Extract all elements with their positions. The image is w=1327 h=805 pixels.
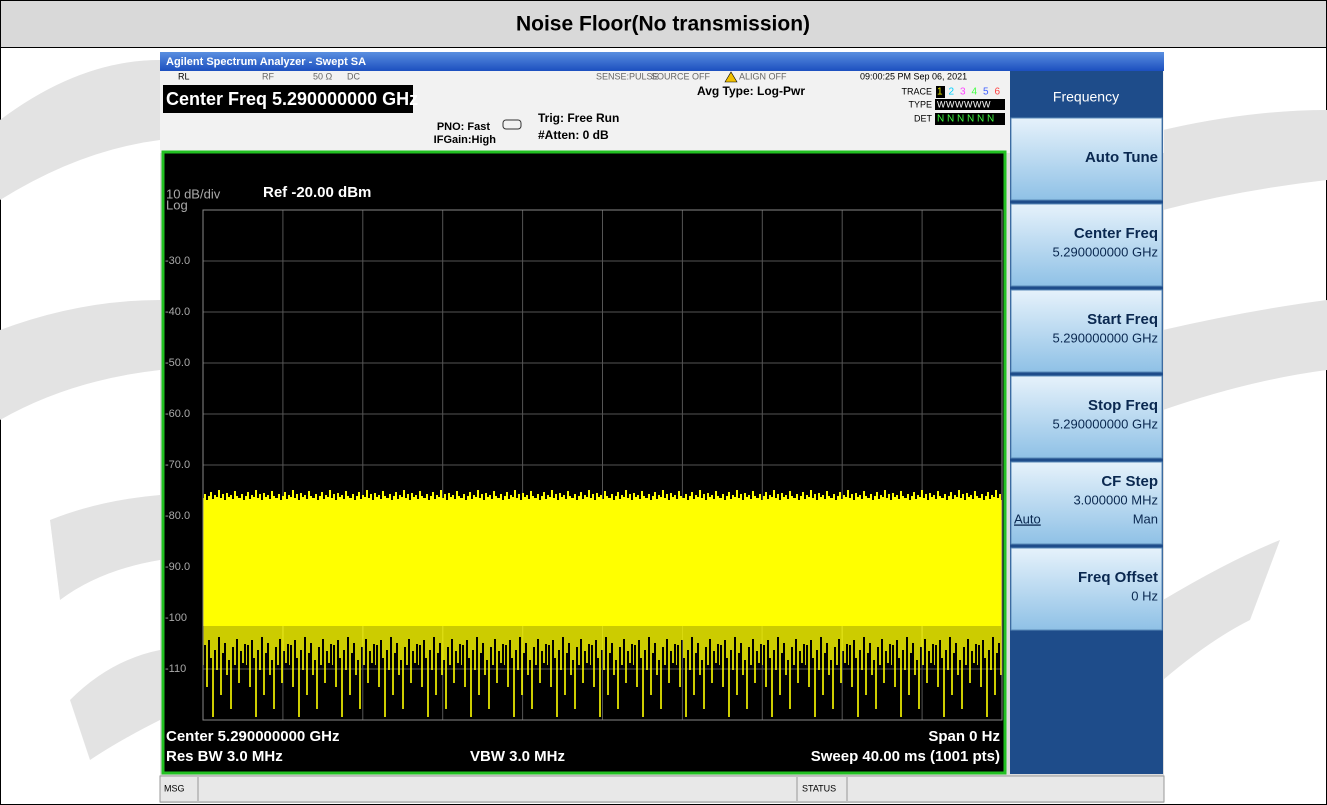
det-label: DET: [914, 113, 933, 123]
y-label: -40.0: [165, 306, 190, 318]
status: STATUS: [802, 783, 836, 793]
document: Noise Floor(No transmission) Agilent Spe…: [0, 0, 1327, 805]
page: Noise Floor(No transmission) Agilent Spe…: [0, 0, 1327, 805]
source: SOURCE OFF: [651, 71, 711, 81]
vbw: VBW 3.0 MHz: [470, 748, 565, 765]
pno: PNO: Fast: [437, 121, 491, 133]
softkey-label: Center Freq: [1074, 225, 1158, 242]
atten: #Atten: 0 dB: [538, 128, 609, 142]
avg-type: Avg Type: Log-Pwr: [697, 84, 805, 98]
timestamp: 09:00:25 PM Sep 06, 2021: [860, 71, 967, 81]
msg: MSG: [164, 783, 185, 793]
trig: Trig: Free Run: [538, 111, 619, 125]
softkey-label: Auto Tune: [1085, 149, 1158, 166]
y-label: -100: [165, 612, 187, 624]
softkey-label: Freq Offset: [1078, 569, 1158, 586]
trace-label: TRACE: [901, 86, 932, 96]
trace-number: 2: [949, 87, 955, 98]
y-label: -110: [165, 663, 186, 675]
coupling: DC: [347, 71, 360, 81]
softkey-label: Stop Freq: [1088, 397, 1158, 414]
noise-trace-bottom: [203, 625, 1002, 720]
ref-level: Ref -20.00 dBm: [263, 184, 371, 201]
scale-type: Log: [166, 197, 188, 212]
align: ALIGN OFF: [739, 71, 787, 81]
y-label: -70.0: [165, 459, 190, 471]
type-label: TYPE: [908, 99, 932, 109]
trace-number: 4: [972, 87, 978, 98]
softkey-value: 5.290000000 GHz: [1052, 416, 1158, 431]
res-bw: Res BW 3.0 MHz: [166, 748, 283, 765]
softkey-label: Start Freq: [1087, 311, 1158, 328]
center-freq: Center Freq 5.290000000 GHz: [166, 89, 418, 109]
trace-number: 5: [983, 87, 989, 98]
sense: SENSE:PULSE: [596, 71, 659, 81]
softkey-value: 3.000000 MHz: [1073, 492, 1158, 507]
y-label: -60.0: [165, 408, 190, 420]
y-label: -80.0: [165, 510, 190, 522]
y-label: -50.0: [165, 357, 190, 369]
rl: RL: [178, 71, 190, 81]
trace-number: 6: [995, 87, 1001, 98]
span: Span 0 Hz: [928, 728, 1000, 745]
softkey-value: 0 Hz: [1131, 588, 1158, 603]
softkey-value: 5.290000000 GHz: [1052, 330, 1158, 345]
y-label: -30.0: [165, 255, 190, 267]
window-title: Agilent Spectrum Analyzer - Swept SA: [166, 56, 366, 68]
softkey-label: CF Step: [1101, 473, 1158, 490]
trace-number: 3: [960, 87, 966, 98]
y-label: -90.0: [165, 561, 190, 573]
det-value: N N N N N N: [937, 114, 994, 125]
impedance: 50 Ω: [313, 71, 333, 81]
title: Noise Floor(No transmission): [516, 13, 810, 36]
sweep: Sweep 40.00 ms (1001 pts): [811, 748, 1000, 765]
softkey-option: Man: [1133, 511, 1158, 526]
type-value: WWWWWW: [937, 99, 991, 109]
menu-title: Frequency: [1053, 89, 1119, 105]
noise-trace: [203, 510, 1002, 626]
center: Center 5.290000000 GHz: [166, 728, 339, 745]
rf: RF: [262, 71, 274, 81]
softkey-value: 5.290000000 GHz: [1052, 244, 1158, 259]
message-bar: [160, 776, 1164, 802]
ifgain: IFGain:High: [434, 134, 497, 146]
trace-number: 1: [937, 87, 943, 98]
softkey-option: Auto: [1014, 511, 1041, 526]
